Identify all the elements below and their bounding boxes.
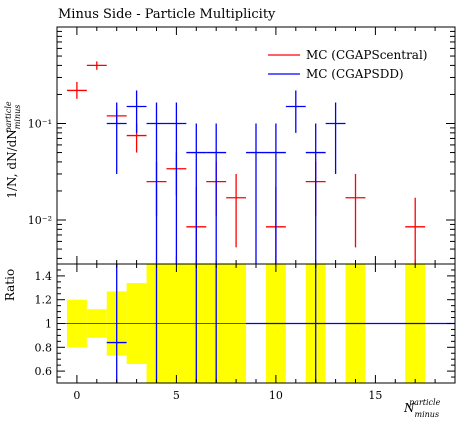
ratio-y-tick-label: 1.4 bbox=[35, 270, 53, 283]
ratio-panel: 0.6 0.8 1 1.2 1.4 0 5 10 15 bbox=[35, 263, 456, 402]
main-y-axis-label: 1/N, dN/dNminusparticle bbox=[4, 101, 22, 199]
x-tick-label: 15 bbox=[368, 389, 382, 402]
main-series-cgapscentral bbox=[66, 61, 426, 264]
x-tick-label: 10 bbox=[269, 389, 283, 402]
x-axis-label: Nminus particle bbox=[403, 398, 441, 419]
main-y-axis-label-main: 1/N, dN/dN bbox=[5, 129, 19, 198]
ratio-y-ticks: 0.6 0.8 1 1.2 1.4 bbox=[35, 263, 455, 384]
ratio-y-tick-label: 0.6 bbox=[35, 365, 53, 378]
chart-title: Minus Side - Particle Multiplicity bbox=[58, 7, 276, 22]
legend: MC (CGAPScentral) MC (CGAPSDD) bbox=[268, 48, 427, 81]
main-x-ticks bbox=[56, 27, 456, 264]
main-y-tick-label: 10⁻¹ bbox=[28, 118, 52, 131]
main-y-ticks: 10⁻² 10⁻¹ bbox=[28, 30, 455, 259]
x-tick-label: 5 bbox=[173, 389, 180, 402]
x-axis-label-main: N bbox=[403, 401, 415, 415]
main-series-cgapsdd bbox=[106, 90, 346, 264]
main-y-tick-label: 10⁻² bbox=[28, 214, 52, 227]
main-series bbox=[66, 61, 426, 264]
x-axis-label-sup: particle bbox=[409, 398, 441, 407]
x-tick-label: 0 bbox=[73, 389, 80, 402]
main-y-axis-label-sub: minus bbox=[13, 105, 22, 130]
ratio-y-tick-label: 1.2 bbox=[35, 294, 53, 307]
ratio-series bbox=[106, 264, 455, 383]
main-y-axis-label-sup: particle bbox=[4, 101, 13, 133]
x-axis-label-sub: minus bbox=[415, 410, 440, 419]
ratio-x-ticks: 0 5 10 15 bbox=[56, 264, 456, 402]
ratio-y-tick-label: 1 bbox=[45, 318, 52, 331]
ratio-y-tick-label: 0.8 bbox=[35, 341, 53, 354]
ratio-series-cgapsdd bbox=[106, 264, 455, 383]
ratio-y-axis-label: Ratio bbox=[3, 269, 17, 301]
legend-label-cgapscentral: MC (CGAPScentral) bbox=[306, 48, 427, 62]
main-panel: 10⁻² 10⁻¹ bbox=[28, 26, 456, 265]
legend-label-cgapsdd: MC (CGAPSDD) bbox=[306, 67, 404, 81]
